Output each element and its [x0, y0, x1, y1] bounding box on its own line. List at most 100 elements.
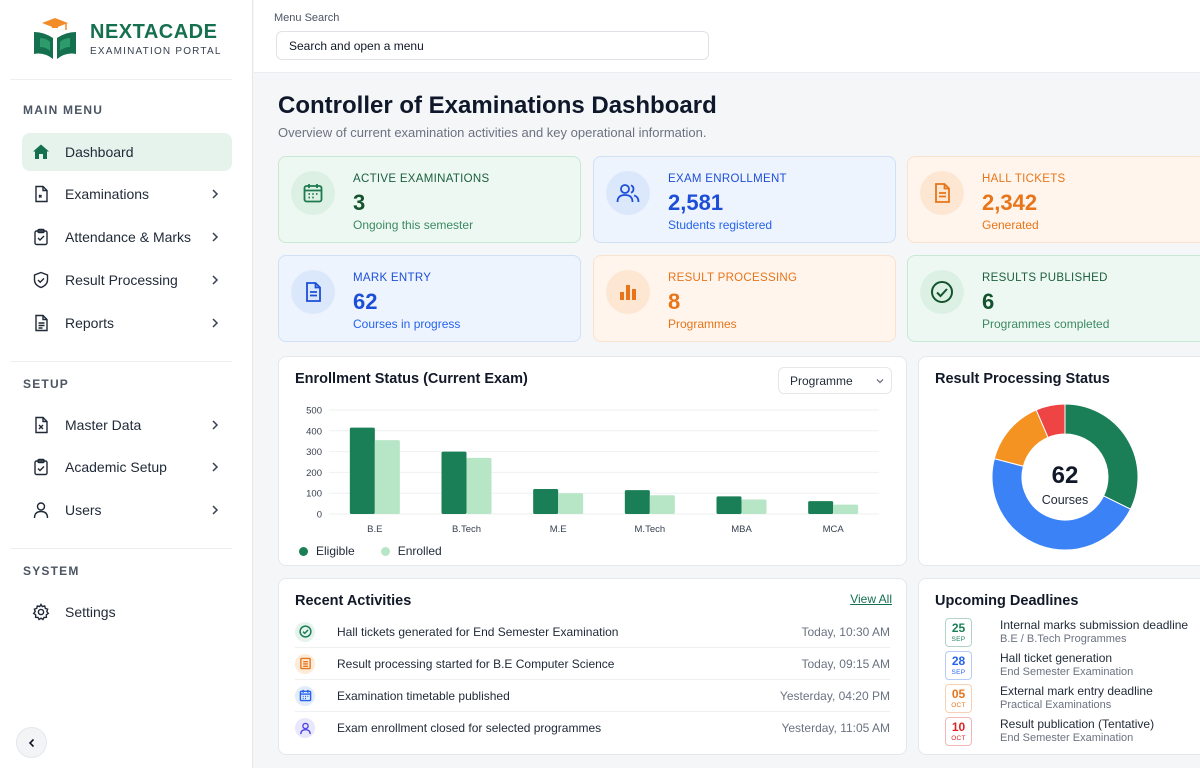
bar-eligible-mtech[interactable] [624, 490, 650, 514]
x-tick-label: B.Tech [452, 524, 481, 535]
stat-card-active-examinations[interactable]: ACTIVE EXAMINATIONS 3 Ongoing this semes… [278, 156, 581, 243]
activity-row[interactable]: Result processing started for B.E Comput… [295, 648, 890, 680]
deadline-subtitle: Practical Examinations [1000, 699, 1112, 711]
donut-slice-3[interactable] [1035, 403, 1066, 439]
deadline-date-badge: 25 SEP [945, 618, 972, 647]
y-tick-label: 100 [306, 489, 322, 500]
stat-card-result-processing[interactable]: RESULT PROCESSING 8 Programmes [593, 255, 896, 342]
legend-label: Enrolled [397, 544, 442, 558]
section-label-setup: SETUP [23, 377, 70, 391]
activity-text: Examination timetable published [337, 688, 510, 703]
sidebar-item-examinations[interactable]: Examinations [22, 175, 232, 213]
deadline-month: SEP [951, 636, 966, 643]
deadline-title: Hall ticket generation [1000, 651, 1113, 665]
brand[interactable]: NEXTACADE EXAMINATION PORTAL [30, 16, 222, 62]
sidebar-item-label: Users [65, 502, 102, 518]
sidebar-item-master-data[interactable]: Master Data [22, 406, 232, 444]
sidebar-item-result-processing[interactable]: Result Processing [22, 261, 232, 299]
deadline-day: 10 [951, 720, 966, 734]
list-doc-icon [295, 653, 315, 674]
stat-card-results-published[interactable]: RESULTS PUBLISHED 6 Programmes completed [907, 255, 1200, 342]
deadline-row[interactable]: 10 OCT Result publication (Tentative) En… [945, 717, 1199, 749]
bar-eligible-mba[interactable] [716, 496, 742, 514]
activity-time: Today, 09:15 AM [801, 656, 891, 671]
chart-legend: Eligible Enrolled [299, 544, 468, 558]
sidebar-item-attendance-marks[interactable]: Attendance & Marks [22, 218, 232, 256]
stat-caption: Students registered [668, 218, 773, 232]
bar-eligible-be[interactable] [349, 427, 375, 514]
stat-value: 3 [353, 190, 366, 215]
stat-caption: Programmes completed [982, 317, 1110, 331]
sidebar-item-users[interactable]: Users [22, 491, 232, 529]
sidebar-item-label: Examinations [65, 186, 150, 202]
stat-card-hall-tickets[interactable]: HALL TICKETS 2,342 Generated [907, 156, 1200, 243]
result-processing-donut-chart: 62 Courses [991, 403, 1139, 551]
panel-title: Recent Activities [295, 593, 412, 609]
x-tick-label: MBA [731, 524, 752, 535]
page-subtitle: Overview of current examination activiti… [278, 125, 707, 140]
activity-row[interactable]: Exam enrollment closed for selected prog… [295, 712, 890, 744]
section-label-system: SYSTEM [23, 564, 80, 578]
donut-slice-1[interactable] [991, 458, 1132, 551]
bar-enrolled-mtech[interactable] [649, 495, 675, 514]
master-data-icon [32, 416, 50, 434]
deadline-day: 25 [951, 621, 966, 635]
stat-value: 2,581 [668, 190, 724, 215]
bar-enrolled-mba[interactable] [741, 499, 767, 514]
stat-value: 2,342 [982, 190, 1038, 215]
sidebar-item-label: Reports [65, 315, 115, 331]
chevron-right-icon [212, 420, 219, 430]
deadline-month: OCT [951, 702, 966, 709]
bar-enrolled-btech[interactable] [466, 457, 492, 514]
menu-search-input[interactable] [276, 31, 709, 60]
stat-title: RESULTS PUBLISHED [982, 272, 1108, 284]
section-label-main-menu: MAIN MENU [23, 103, 104, 117]
stat-caption: Courses in progress [353, 317, 461, 331]
stat-card-exam-enrollment[interactable]: EXAM ENROLLMENT 2,581 Students registere… [593, 156, 896, 243]
deadline-row[interactable]: 25 SEP Internal marks submission deadlin… [945, 618, 1199, 650]
enrollment-status-panel: Enrollment Status (Current Exam) Program… [278, 356, 907, 566]
stat-card-mark-entry[interactable]: MARK ENTRY 62 Courses in progress [278, 255, 581, 342]
panel-title: Result Processing Status [935, 371, 1110, 387]
deadline-title: Result publication (Tentative) [1000, 717, 1155, 731]
x-tick-label: MCA [823, 524, 845, 535]
sidebar-item-settings[interactable]: Settings [22, 593, 232, 631]
panel-title: Upcoming Deadlines [935, 593, 1079, 609]
legend-label: Eligible [316, 544, 355, 558]
bar-eligible-me[interactable] [533, 489, 559, 514]
activity-row[interactable]: Hall tickets generated for End Semester … [295, 616, 890, 648]
activity-text: Hall tickets generated for End Semester … [337, 624, 619, 639]
sidebar-item-label: Academic Setup [65, 459, 167, 475]
deadline-row[interactable]: 05 OCT External mark entry deadline Prac… [945, 684, 1199, 716]
donut-center-label: Courses [1042, 493, 1089, 507]
sidebar-item-academic-setup[interactable]: Academic Setup [22, 448, 232, 486]
calendar-icon [295, 685, 315, 706]
legend-swatch [299, 546, 308, 556]
bar-enrolled-mca[interactable] [833, 504, 859, 514]
deadline-subtitle: End Semester Examination [1000, 666, 1134, 678]
check-circle-icon [920, 270, 964, 314]
bar-eligible-btech[interactable] [441, 451, 467, 514]
deadline-month: SEP [951, 669, 966, 676]
bar-chart-icon [606, 270, 650, 314]
bar-eligible-mca[interactable] [808, 501, 834, 514]
stat-value: 8 [668, 289, 681, 314]
bar-enrolled-be[interactable] [374, 440, 400, 514]
sidebar-item-dashboard[interactable]: Dashboard [22, 133, 232, 171]
recent-activities-panel: Recent Activities View All Hall tickets … [278, 578, 907, 755]
chevron-right-icon [212, 232, 219, 242]
stat-title: MARK ENTRY [353, 272, 432, 284]
donut-slice-0[interactable] [1064, 403, 1139, 510]
stat-caption: Ongoing this semester [353, 218, 474, 232]
chevron-down-icon [876, 379, 884, 384]
bar-enrolled-me[interactable] [558, 493, 584, 514]
deadline-row[interactable]: 28 SEP Hall ticket generation End Semest… [945, 651, 1199, 683]
collapse-sidebar-button[interactable] [16, 727, 47, 758]
sidebar-item-reports[interactable]: Reports [22, 304, 232, 342]
programme-select[interactable]: Programme [778, 367, 892, 394]
view-all-link[interactable]: View All [850, 592, 892, 606]
activity-row[interactable]: Examination timetable published Yesterda… [295, 680, 890, 712]
stat-title: ACTIVE EXAMINATIONS [353, 173, 490, 185]
user-icon [295, 718, 315, 738]
activity-text: Exam enrollment closed for selected prog… [337, 721, 602, 735]
